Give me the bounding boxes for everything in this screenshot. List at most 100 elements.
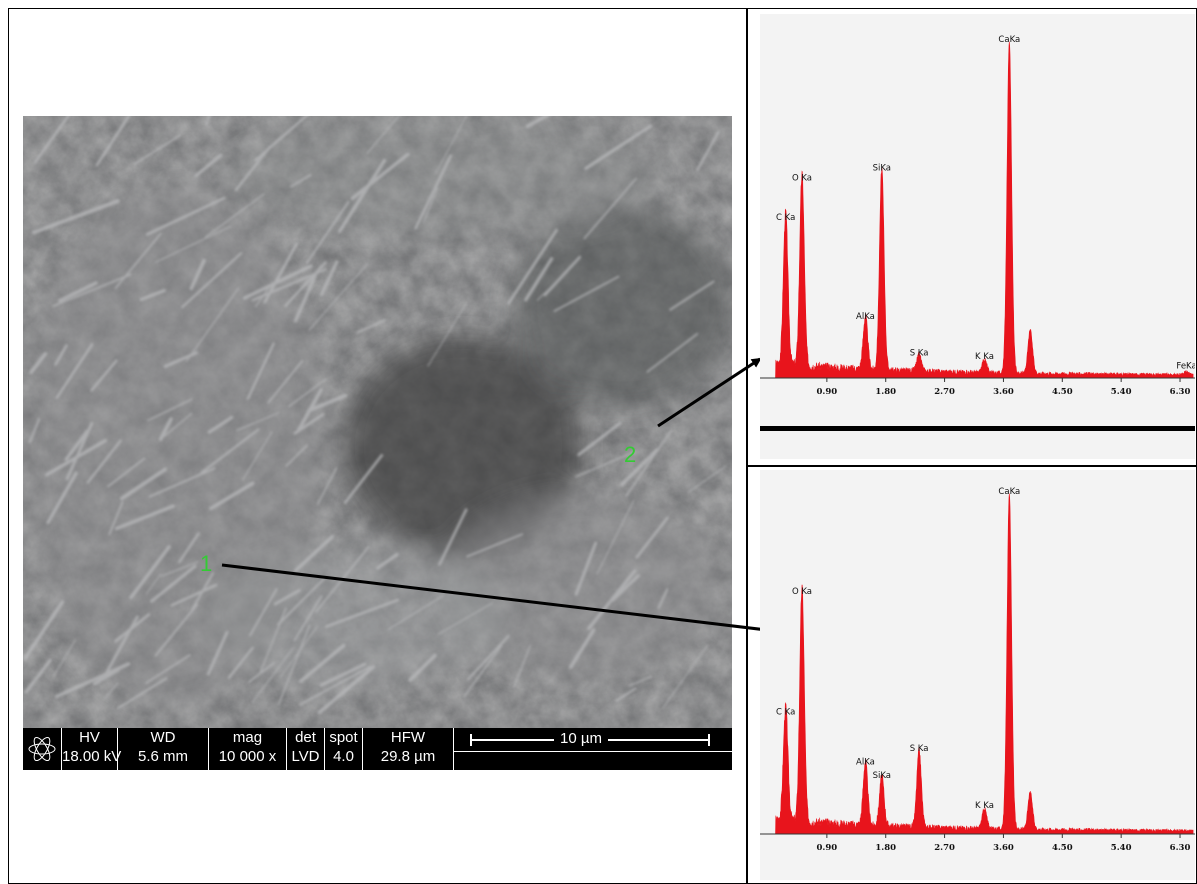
spectrum-point-2: 0.90 1.80 2.70 3.60 4.50 5.40 6.30 C Ka O Ka AlKa… — [760, 14, 1195, 459]
crystal-needle — [92, 668, 120, 686]
crystal-needle — [145, 196, 226, 236]
x-tick-label: 3.60 — [993, 843, 1014, 853]
crystal-needle — [525, 116, 550, 129]
peak-label: AlKa — [856, 758, 875, 768]
crystal-needle — [408, 653, 437, 682]
crystal-needle — [33, 116, 70, 164]
scale-bar: 10 µm — [453, 728, 733, 770]
crystal-needle — [299, 643, 346, 683]
crystal-needle — [356, 319, 387, 334]
scale-bar-label: 10 µm — [554, 729, 608, 749]
crystal-needle — [147, 398, 193, 422]
crystal-needle — [343, 453, 384, 504]
crystal-needle — [24, 658, 52, 694]
crystal-needle — [178, 532, 200, 564]
crystal-needle — [54, 344, 68, 366]
databar-mag: mag 10 000 x — [208, 728, 286, 770]
crystal-needle — [242, 264, 313, 300]
crystal-needle — [251, 647, 294, 703]
crystal-needle — [163, 412, 193, 438]
crystal-needle — [319, 662, 367, 687]
crystal-needle — [254, 116, 309, 162]
crystal-needle — [29, 352, 48, 375]
spectrum-divider — [760, 426, 1195, 431]
crystal-needle — [46, 471, 78, 525]
crystal-needle — [114, 504, 175, 531]
crystal-needle — [145, 573, 162, 595]
peak-label: SiKa — [873, 771, 891, 781]
crystal-needle — [170, 583, 218, 607]
crystal-needle — [620, 447, 660, 487]
crystal-needle — [543, 255, 582, 297]
crystal-needle — [227, 646, 254, 680]
crystal-needle — [350, 152, 410, 200]
fei-logo-icon — [28, 736, 56, 762]
crystal-needle — [23, 600, 65, 661]
spectrum-background — [760, 14, 1195, 459]
crystal-needle — [696, 130, 720, 172]
crystal-needle — [434, 116, 467, 175]
peak-label: CaKa — [998, 487, 1020, 497]
crystal-needle — [524, 257, 554, 302]
crystal-needle — [148, 467, 216, 498]
crystal-needle — [575, 450, 636, 478]
peak-label: O Ka — [792, 587, 812, 597]
x-tick-label: 3.60 — [993, 387, 1014, 397]
crystal-needle — [284, 261, 327, 308]
crystal-needle — [635, 516, 669, 559]
crystal-needle — [319, 260, 339, 297]
crystal-needle — [51, 273, 132, 308]
crystal-needle — [285, 444, 308, 468]
crystal-needle — [31, 199, 120, 235]
crystal-needle — [55, 343, 94, 400]
crystal-needle — [248, 662, 275, 683]
crystal-needle — [553, 275, 620, 312]
crystal-needle — [337, 158, 387, 234]
peak-label: O Ka — [792, 174, 812, 184]
crystal-needle — [308, 262, 369, 331]
crystal-needle — [317, 665, 376, 715]
crystal-needle — [58, 281, 98, 303]
crystal-needle — [246, 342, 275, 400]
crystal-needle — [150, 564, 197, 603]
crystal-needle — [133, 134, 182, 165]
crystal-needle — [628, 675, 653, 687]
x-tick-label: 0.90 — [817, 387, 838, 397]
crystal-needle — [625, 429, 673, 497]
crystal-needle — [234, 145, 272, 192]
crystal-needle — [466, 634, 510, 681]
crystal-needle — [181, 251, 243, 309]
crystal-needle — [615, 687, 637, 702]
crystal-needle — [154, 603, 198, 657]
crystal-needle — [114, 613, 151, 643]
x-tick-label: 5.40 — [1111, 387, 1132, 397]
x-tick-label: 2.70 — [934, 843, 955, 853]
crystal-needle — [305, 200, 350, 265]
crystal-needle — [194, 153, 223, 178]
sem-micrograph — [23, 116, 732, 728]
crystal-needle — [117, 677, 168, 710]
peak-label: S Ka — [910, 349, 929, 359]
crystal-needle — [205, 116, 211, 126]
peak-label: C Ka — [776, 213, 795, 223]
crystal-needle — [200, 428, 260, 474]
crystal-needle — [129, 545, 171, 600]
crystal-needle — [507, 228, 558, 305]
crystal-needle — [251, 268, 327, 302]
crystal-needle — [236, 412, 280, 432]
peak-label: K Ka — [975, 352, 994, 362]
crystal-needle — [120, 467, 168, 501]
x-tick-label: 4.50 — [1052, 387, 1073, 397]
spectrum-point-1: 0.90 1.80 2.70 3.60 4.50 5.40 6.30 C Ka O Ka AlKa… — [760, 470, 1195, 880]
crystal-needle — [28, 418, 41, 444]
crystal-needle — [568, 628, 596, 669]
crystal-needle — [414, 154, 453, 230]
crystal-needle — [189, 258, 206, 291]
x-tick-label: 4.50 — [1052, 843, 1073, 853]
crystal-needle — [584, 124, 652, 170]
crystal-needle — [288, 378, 327, 408]
crystal-needle — [596, 499, 635, 575]
x-tick-label: 6.30 — [1170, 843, 1191, 853]
peak-label: C Ka — [776, 707, 795, 717]
databar-spot: spot 4.0 — [324, 728, 362, 770]
